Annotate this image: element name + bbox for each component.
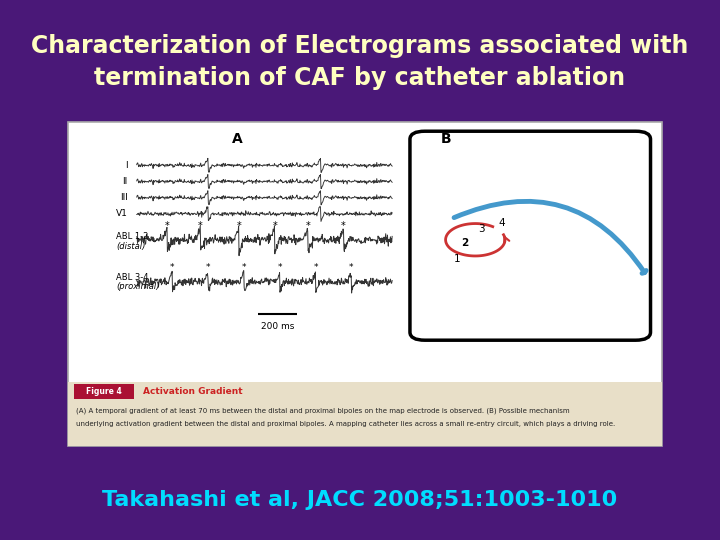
Text: 3: 3 bbox=[478, 224, 485, 234]
FancyBboxPatch shape bbox=[68, 122, 662, 446]
Text: *: * bbox=[313, 264, 318, 273]
Text: *: * bbox=[305, 221, 310, 231]
Text: I: I bbox=[125, 161, 128, 170]
Text: *: * bbox=[277, 264, 282, 273]
Text: Characterization of Electrograms associated with: Characterization of Electrograms associa… bbox=[31, 34, 689, 58]
Text: V1: V1 bbox=[116, 210, 128, 218]
Text: A: A bbox=[233, 132, 243, 146]
Text: *: * bbox=[198, 221, 203, 231]
Text: ABL 3-4: ABL 3-4 bbox=[116, 273, 148, 281]
Text: *: * bbox=[272, 221, 277, 231]
Text: underlying activation gradient between the distal and proximal bipoles. A mappin: underlying activation gradient between t… bbox=[76, 421, 615, 428]
Text: B: B bbox=[440, 132, 451, 146]
Text: (distal): (distal) bbox=[116, 242, 145, 251]
Text: ABL 1-2: ABL 1-2 bbox=[116, 232, 148, 241]
Text: *: * bbox=[206, 264, 210, 273]
Text: 4: 4 bbox=[499, 218, 505, 228]
Text: *: * bbox=[165, 221, 170, 231]
FancyBboxPatch shape bbox=[73, 384, 134, 399]
Text: *: * bbox=[242, 264, 246, 273]
Text: *: * bbox=[341, 221, 346, 231]
Text: *: * bbox=[349, 264, 354, 273]
FancyBboxPatch shape bbox=[410, 131, 651, 340]
Text: Activation Gradient: Activation Gradient bbox=[143, 387, 242, 396]
Text: Takahashi et al, JACC 2008;51:1003-1010: Takahashi et al, JACC 2008;51:1003-1010 bbox=[102, 489, 618, 510]
Text: 2: 2 bbox=[462, 238, 469, 248]
Text: (proximal): (proximal) bbox=[116, 282, 159, 291]
Text: *: * bbox=[170, 264, 175, 273]
Text: *: * bbox=[236, 221, 241, 231]
Text: 1: 1 bbox=[454, 254, 461, 265]
Text: II: II bbox=[122, 177, 128, 186]
Text: 200 ms: 200 ms bbox=[261, 322, 294, 332]
Text: III: III bbox=[120, 193, 128, 202]
Text: Figure 4: Figure 4 bbox=[86, 387, 122, 396]
Text: termination of CAF by catheter ablation: termination of CAF by catheter ablation bbox=[94, 66, 626, 90]
Text: (A) A temporal gradient of at least 70 ms between the distal and proximal bipole: (A) A temporal gradient of at least 70 m… bbox=[76, 407, 569, 414]
FancyBboxPatch shape bbox=[68, 382, 662, 446]
